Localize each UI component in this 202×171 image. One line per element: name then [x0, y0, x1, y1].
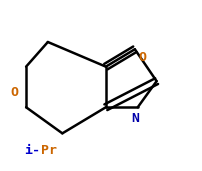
Text: Pr: Pr	[40, 144, 56, 157]
Text: O: O	[11, 86, 18, 99]
Text: O: O	[137, 51, 145, 64]
Text: N: N	[130, 112, 138, 125]
Text: i-: i-	[24, 144, 40, 157]
